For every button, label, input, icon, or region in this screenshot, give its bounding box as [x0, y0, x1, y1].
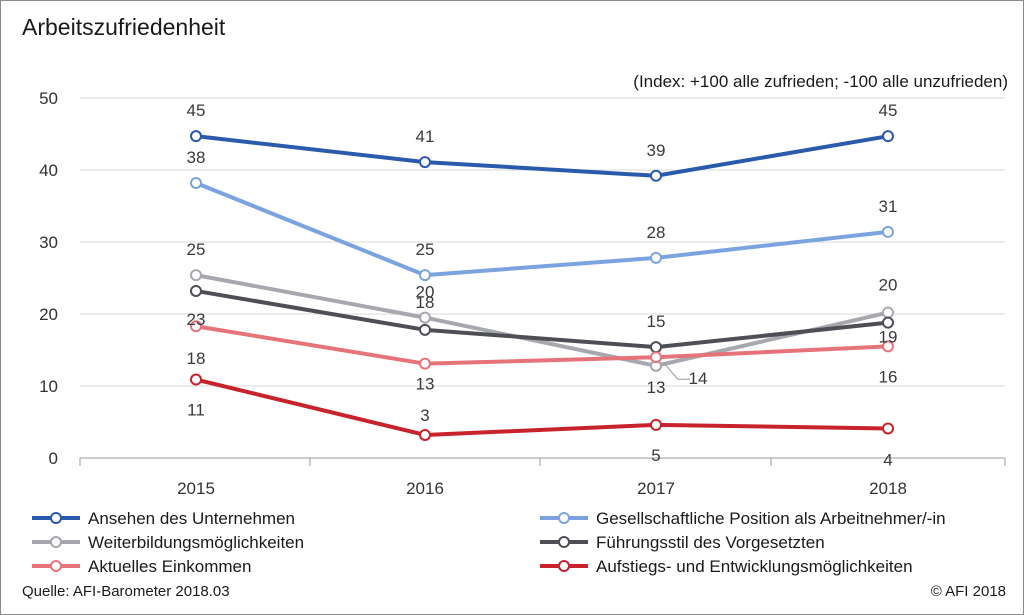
y-tick-label: 10 [39, 377, 58, 396]
chart-title: Arbeitszufriedenheit [22, 14, 226, 40]
legend-label: Weiterbildungsmöglichkeiten [88, 533, 304, 552]
y-tick-label: 30 [39, 233, 58, 252]
y-tick-label: 0 [49, 449, 58, 468]
data-point-s1 [419, 156, 431, 169]
data-point-s1 [882, 130, 894, 143]
data-point-s4 [882, 316, 894, 329]
y-tick-label: 50 [39, 89, 58, 108]
x-tick-label: 2015 [177, 479, 215, 498]
data-label: 5 [651, 446, 660, 465]
data-point-s3 [882, 306, 894, 319]
series-line-5 [195, 324, 889, 366]
data-point-s5 [419, 357, 431, 370]
data-point-s3 [419, 311, 431, 324]
series-line-3 [195, 273, 889, 368]
series-line-2 [195, 181, 889, 278]
data-point-s6 [650, 418, 662, 431]
data-label: 25 [416, 240, 435, 259]
data-point-s4 [419, 323, 431, 336]
data-point-s5 [650, 351, 662, 364]
data-point-s2 [882, 225, 894, 238]
label-leader-line [663, 362, 690, 380]
legend-swatch-marker [558, 536, 570, 548]
data-point-s1 [190, 130, 202, 143]
data-label: 23 [187, 310, 206, 329]
legend-label: Aktuelles Einkommen [88, 557, 251, 576]
data-point-s6 [419, 428, 431, 441]
data-label: 25 [187, 240, 206, 259]
x-tick-label: 2016 [406, 479, 444, 498]
data-label: 28 [647, 223, 666, 242]
data-point-s3 [190, 269, 202, 282]
data-point-s6 [882, 422, 894, 435]
legend-swatch-marker [558, 560, 570, 572]
data-label: 13 [416, 375, 435, 394]
data-point-s6 [190, 373, 202, 386]
data-label: 11 [187, 401, 205, 420]
chart-subtitle: (Index: +100 alle zufrieden; -100 alle u… [633, 72, 1008, 91]
legend-swatch-marker [50, 512, 62, 524]
y-tick-label: 40 [39, 161, 58, 180]
data-label: 13 [647, 378, 666, 397]
copyright-note: © AFI 2018 [930, 583, 1006, 600]
data-label: 39 [647, 141, 666, 160]
data-label: 38 [187, 148, 206, 167]
data-label: 41 [416, 127, 435, 146]
data-point-s5 [190, 320, 202, 333]
data-label: 45 [879, 101, 898, 120]
y-tick-label: 20 [39, 305, 58, 324]
data-label: 45 [187, 101, 206, 120]
legend-label: Gesellschaftliche Position als Arbeitneh… [596, 509, 946, 528]
data-label: 20 [879, 276, 898, 295]
legend-label: Aufstiegs- und Entwicklungsmöglichkeiten [596, 557, 913, 576]
data-label: 16 [879, 367, 898, 386]
legend-label: Ansehen des Unternehmen [88, 509, 295, 528]
data-label: 18 [416, 293, 435, 312]
data-point-s2 [190, 176, 202, 189]
x-tick-label: 2018 [869, 479, 907, 498]
data-point-s2 [419, 269, 431, 282]
data-label: 3 [420, 406, 429, 425]
data-point-s4 [650, 341, 662, 354]
data-label: 14 [689, 369, 708, 388]
data-point-s2 [650, 251, 662, 264]
data-label: 15 [647, 312, 666, 331]
data-label: 31 [879, 197, 898, 216]
data-point-s1 [650, 169, 662, 182]
data-label: 4 [883, 450, 892, 469]
data-point-s4 [190, 284, 202, 297]
legend-swatch-marker [50, 536, 62, 548]
data-point-s5 [882, 340, 894, 353]
legend-swatch-marker [50, 560, 62, 572]
data-label: 18 [187, 349, 206, 368]
legend-swatch-marker [558, 512, 570, 524]
data-label: 20 [416, 283, 435, 302]
series-line-6 [195, 377, 889, 437]
x-tick-label: 2017 [637, 479, 675, 498]
series-line-4 [195, 288, 889, 350]
data-label: 19 [879, 328, 898, 347]
source-note: Quelle: AFI-Barometer 2018.03 [22, 583, 230, 600]
legend-label: Führungsstil des Vorgesetzten [596, 533, 825, 552]
series-line-1 [195, 134, 889, 178]
